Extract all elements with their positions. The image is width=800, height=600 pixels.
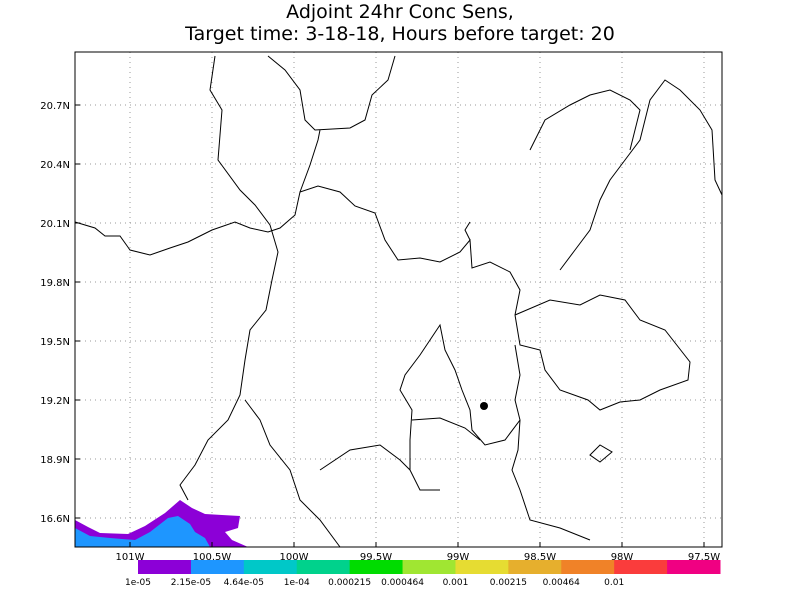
colorbar-label: 0.000464 <box>381 578 424 588</box>
lat-label: 20.4N <box>40 160 70 171</box>
lat-label: 18.9N <box>40 455 70 466</box>
colorbar-label: 2.15e-05 <box>171 578 211 588</box>
map-frame <box>74 51 723 548</box>
colorbar-box <box>508 560 562 574</box>
colorbar-label: 0.00464 <box>543 578 580 588</box>
lon-label: 97.5W <box>688 552 720 563</box>
borders <box>74 55 723 548</box>
lat-label: 19.5N <box>40 337 70 348</box>
colorbar-box <box>614 560 668 574</box>
colorbar-label: 1e-05 <box>125 578 151 588</box>
lon-label: 100W <box>280 552 309 563</box>
lat-label: 20.1N <box>40 219 70 230</box>
colorbar-box <box>296 560 351 574</box>
lat-label: 16.6N <box>40 514 70 525</box>
colorbar-label: 0.000215 <box>328 578 371 588</box>
colorbar-label: 1e-04 <box>284 578 310 588</box>
colorbar-label: 4.64e-05 <box>224 578 264 588</box>
shaded-area <box>75 516 210 547</box>
colorbar-box <box>561 560 615 574</box>
colorbar-box <box>455 560 509 574</box>
target-site <box>480 402 488 410</box>
title-line: Adjoint 24hr Conc Sens, <box>286 1 514 23</box>
lon-label: 99.5W <box>360 552 392 563</box>
lat-label: 19.2N <box>40 396 70 407</box>
lon-label: 100.5W <box>193 552 232 563</box>
lat-label: 20.7N <box>40 101 70 112</box>
colorbar-box <box>190 560 245 574</box>
colorbar-label: 0.01 <box>604 578 624 588</box>
lon-label: 98W <box>611 552 634 563</box>
colorbar-box <box>138 560 192 574</box>
colorbar-box <box>402 560 456 574</box>
title-line: Target time: 3-18-18, Hours before targe… <box>184 23 615 45</box>
lon-label: 99W <box>447 552 470 563</box>
colorbar-label: 0.001 <box>443 578 469 588</box>
lat-label: 19.8N <box>40 278 70 289</box>
colorbar-box <box>243 560 298 574</box>
lon-label: 101W <box>116 552 145 563</box>
colorbar-box <box>667 560 721 574</box>
colorbar-box <box>349 560 404 574</box>
lon-label: 98.5W <box>524 552 556 563</box>
colorbar-label: 0.00215 <box>490 578 527 588</box>
